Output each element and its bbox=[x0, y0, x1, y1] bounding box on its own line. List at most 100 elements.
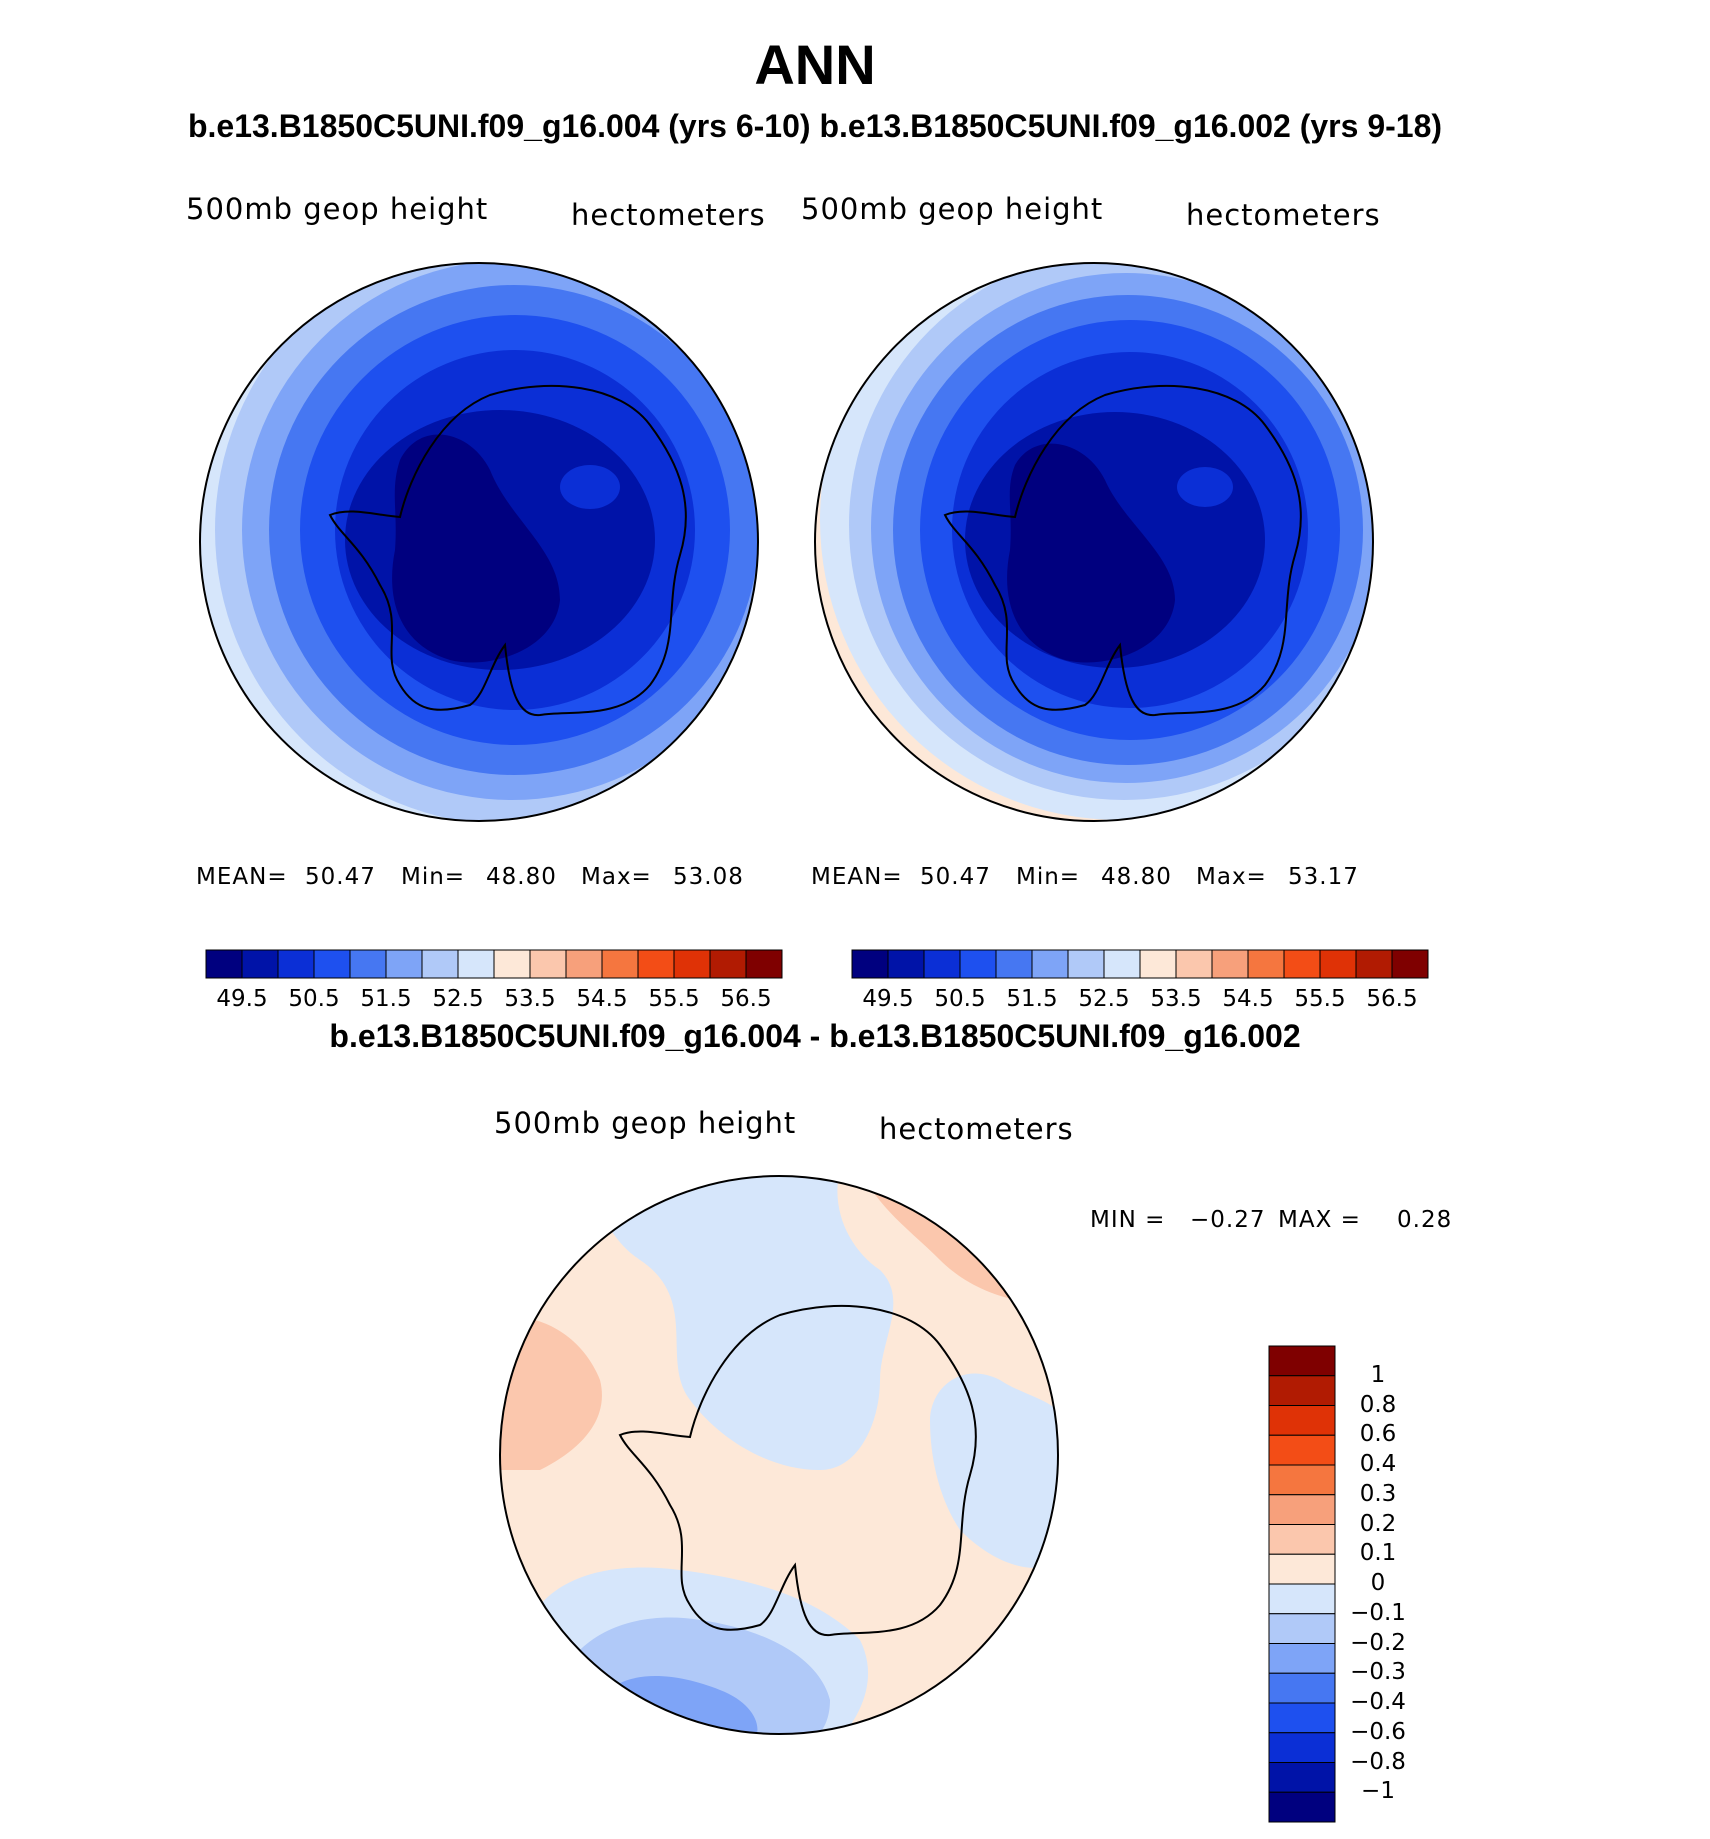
panel1-colorbar-swatch-4 bbox=[349, 949, 387, 979]
panel1-max-label: Max= bbox=[581, 864, 652, 890]
panel2-mean-value: 50.47 bbox=[920, 864, 991, 890]
panel2-colorbar-swatch-1 bbox=[887, 949, 925, 979]
diff-map-border bbox=[499, 1175, 1059, 1735]
diff-colorbar-swatch-5 bbox=[1268, 1494, 1336, 1525]
diff-variable: 500mb geop height bbox=[494, 1106, 797, 1140]
panel1-max-value: 53.08 bbox=[673, 864, 744, 890]
diff-colorbar-tick-label: 0.6 bbox=[1359, 1421, 1397, 1448]
panel2-map bbox=[815, 263, 1373, 821]
panel1-units: hectometers bbox=[571, 198, 766, 232]
diff-colorbar-swatch-15 bbox=[1268, 1791, 1336, 1823]
panel1-colorbar-tick-label: 50.5 bbox=[288, 986, 340, 1012]
panel1-colorbar-swatch-5 bbox=[385, 949, 423, 979]
diff-colorbar-swatch-13 bbox=[1268, 1732, 1336, 1763]
diff-colorbar-tick-label: 0.4 bbox=[1359, 1451, 1397, 1477]
panel1-colorbar-swatch-10 bbox=[565, 949, 603, 979]
diff-colorbar bbox=[1268, 1345, 1336, 1823]
panel1-low-lobe bbox=[560, 465, 620, 509]
panel1-mean-label: MEAN= bbox=[196, 864, 288, 890]
panel2-colorbar-swatch-0 bbox=[851, 949, 889, 979]
panel2-colorbar-tick-label: 50.5 bbox=[934, 986, 986, 1012]
panel1-colorbar-swatch-15 bbox=[745, 949, 783, 979]
panel2-colorbar-swatch-12 bbox=[1283, 949, 1321, 979]
panel2-low-lobe bbox=[1177, 467, 1233, 507]
panel2-colorbar-swatch-13 bbox=[1319, 949, 1357, 979]
panel2-mean-label: MEAN= bbox=[811, 864, 903, 890]
panel1-map-border bbox=[199, 262, 759, 822]
diff-colorbar-swatch-0 bbox=[1268, 1345, 1336, 1377]
panel1-mean-value: 50.47 bbox=[305, 864, 376, 890]
panel2-colorbar-swatch-6 bbox=[1067, 949, 1105, 979]
panel1-colorbar-swatch-6 bbox=[421, 949, 459, 979]
diff-colorbar-tick-label: 1 bbox=[1370, 1361, 1386, 1388]
diff-subtitle: b.e13.B1850C5UNI.f09_g16.004 - b.e13.B18… bbox=[329, 1018, 1301, 1054]
panel1-colorbar-swatch-3 bbox=[313, 949, 351, 979]
panel1-low-center bbox=[392, 434, 560, 663]
panel1-colorbar-tick-label: 52.5 bbox=[432, 986, 484, 1012]
panel1-colorbar-tick-label: 49.5 bbox=[216, 986, 268, 1012]
panel1-colorbar-swatch-9 bbox=[529, 949, 567, 979]
diff-colorbar-swatch-4 bbox=[1268, 1464, 1336, 1496]
page-title: ANN bbox=[754, 33, 876, 96]
diff-colorbar-swatch-14 bbox=[1268, 1762, 1336, 1793]
diff-colorbar-swatch-6 bbox=[1268, 1524, 1336, 1555]
panel1-colorbar-tick-label: 54.5 bbox=[576, 986, 628, 1012]
panel1-colorbar-swatch-14 bbox=[709, 949, 747, 979]
top-subtitle: b.e13.B1850C5UNI.f09_g16.004 (yrs 6-10) … bbox=[187, 108, 1443, 144]
diff-colorbar-swatch-7 bbox=[1268, 1553, 1336, 1585]
diff-colorbar-tick-label: 0.2 bbox=[1359, 1510, 1397, 1537]
diff-neg-region-right bbox=[930, 1373, 1058, 1568]
panel2-colorbar-swatch-4 bbox=[995, 949, 1033, 979]
panel1-min-label: Min= bbox=[401, 864, 466, 890]
panel2-low-center bbox=[1007, 443, 1175, 663]
diff-colorbar-tick-label: −0.6 bbox=[1350, 1718, 1406, 1745]
panel2-colorbar-tick-label: 52.5 bbox=[1078, 986, 1130, 1012]
diff-colorbar-swatch-1 bbox=[1268, 1375, 1336, 1406]
diff-min-value: −0.27 bbox=[1190, 1207, 1266, 1233]
panel2-max-label: Max= bbox=[1196, 864, 1267, 890]
panel1-map bbox=[200, 263, 758, 821]
panel1-colorbar-swatch-8 bbox=[493, 949, 531, 979]
panel2-colorbar bbox=[851, 949, 1429, 979]
panel2-units: hectometers bbox=[1186, 198, 1381, 232]
panel2-colorbar-swatch-9 bbox=[1175, 949, 1213, 979]
panel1-colorbar-swatch-11 bbox=[601, 949, 639, 979]
diff-colorbar-swatch-2 bbox=[1268, 1405, 1336, 1436]
panel2-map-border bbox=[814, 262, 1374, 822]
diff-colorbar-tick-label: 0.1 bbox=[1359, 1540, 1397, 1567]
panel2-colorbar-tick-label: 55.5 bbox=[1294, 986, 1346, 1012]
panel2-colorbar-swatch-11 bbox=[1247, 949, 1285, 979]
diff-colorbar-tick-label: −0.3 bbox=[1350, 1659, 1406, 1686]
panel2-colorbar-swatch-10 bbox=[1211, 949, 1249, 979]
panel1-colorbar-tick-label: 56.5 bbox=[720, 986, 772, 1012]
diff-units: hectometers bbox=[879, 1112, 1074, 1146]
panel2-colorbar-swatch-2 bbox=[923, 949, 961, 979]
panel2-colorbar-tick-label: 53.5 bbox=[1150, 986, 1202, 1012]
panel2-colorbar-tick-label: 54.5 bbox=[1222, 986, 1274, 1012]
panel1-colorbar-tick-label: 55.5 bbox=[648, 986, 700, 1012]
diff-colorbar-swatch-8 bbox=[1268, 1583, 1336, 1615]
diff-colorbar-tick-label: −0.2 bbox=[1350, 1629, 1406, 1656]
diff-colorbar-tick-label: −0.8 bbox=[1350, 1748, 1406, 1775]
panel1-colorbar-swatch-0 bbox=[205, 949, 243, 979]
diff-max-label: MAX = bbox=[1278, 1207, 1361, 1233]
panel2-colorbar-swatch-15 bbox=[1391, 949, 1429, 979]
panel2-colorbar-swatch-7 bbox=[1103, 949, 1141, 979]
panel1-min-value: 48.80 bbox=[486, 864, 557, 890]
panel2-colorbar-swatch-5 bbox=[1031, 949, 1069, 979]
diff-colorbar-swatch-11 bbox=[1268, 1672, 1336, 1704]
diff-colorbar-tick-label: 0.3 bbox=[1359, 1480, 1397, 1507]
diff-colorbar-swatch-12 bbox=[1268, 1702, 1336, 1734]
panel2-colorbar-tick-label: 49.5 bbox=[862, 986, 914, 1012]
panel1-colorbar-tick-label: 53.5 bbox=[504, 986, 556, 1012]
panel2-min-label: Min= bbox=[1016, 864, 1081, 890]
diff-colorbar-swatch-10 bbox=[1268, 1643, 1336, 1674]
panel1-colorbar-swatch-12 bbox=[637, 949, 675, 979]
panel1-colorbar-swatch-2 bbox=[277, 949, 315, 979]
diff-colorbar-tick-label: −0.1 bbox=[1350, 1599, 1406, 1626]
diff-pos-region-left bbox=[500, 1317, 602, 1470]
panel1-colorbar-swatch-1 bbox=[241, 949, 279, 979]
panel2-variable: 500mb geop height bbox=[801, 192, 1104, 226]
panel1-colorbar-swatch-13 bbox=[673, 949, 711, 979]
panel2-colorbar-tick-label: 56.5 bbox=[1366, 986, 1418, 1012]
